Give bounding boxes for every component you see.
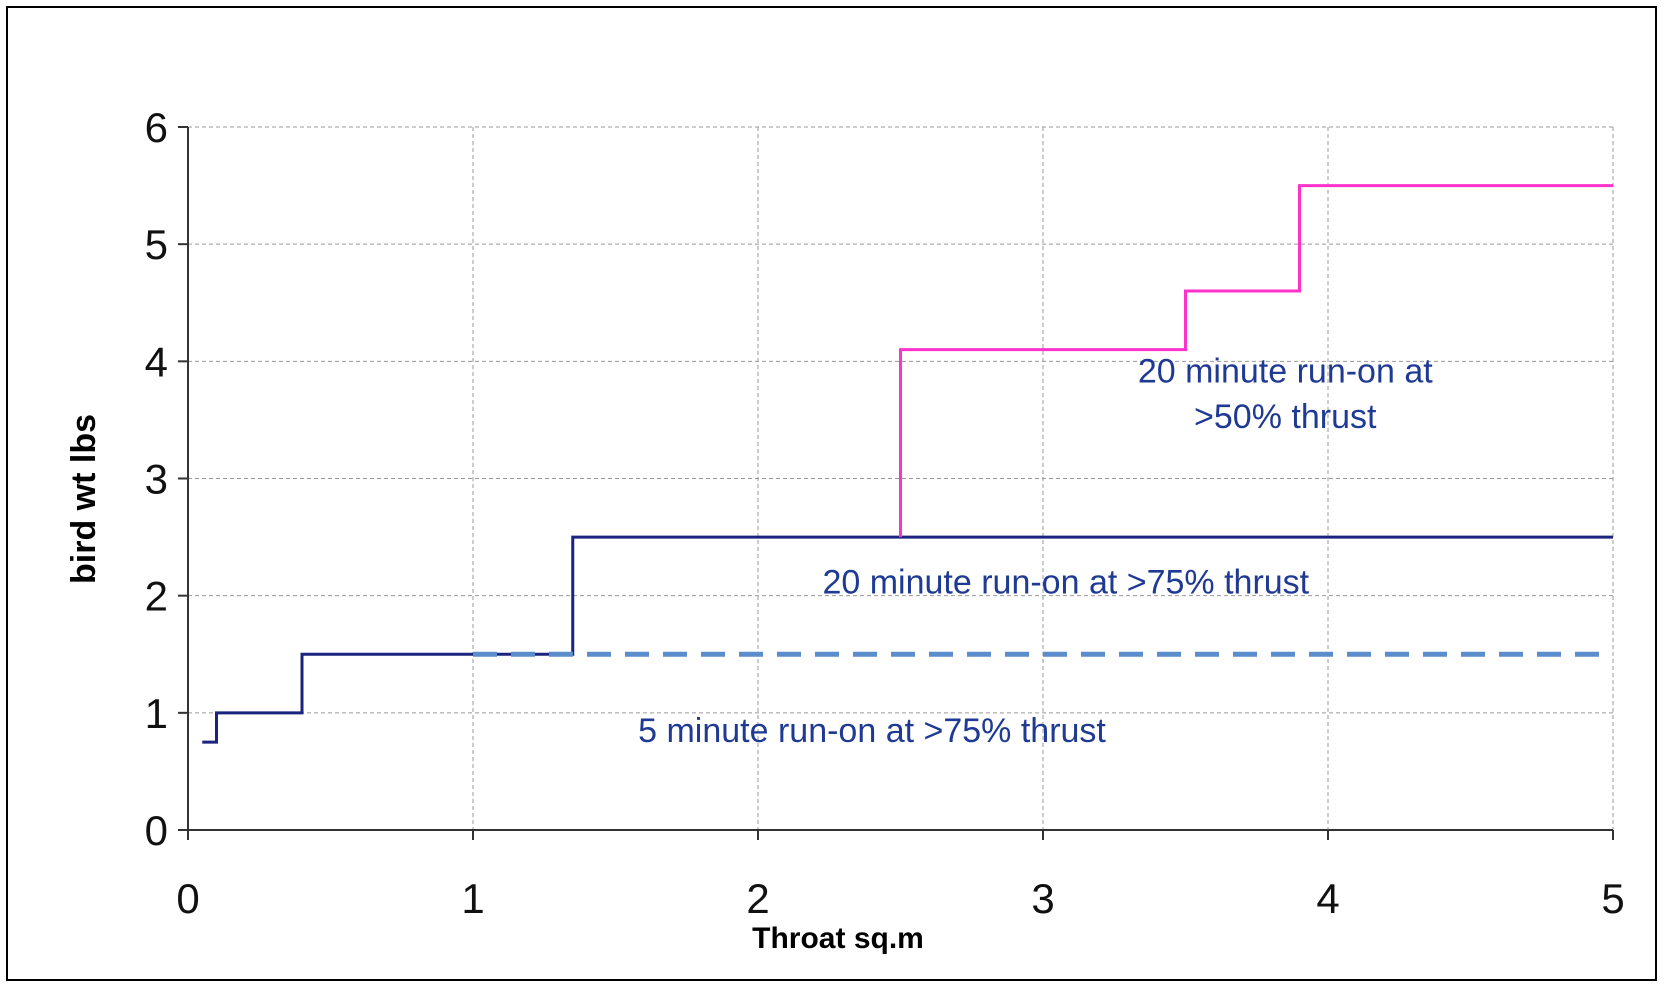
x-tick-label: 3: [1031, 875, 1054, 922]
annotation-2: >50% thrust: [1194, 398, 1377, 436]
y-tick-label: 1: [145, 690, 168, 737]
y-tick-label: 5: [145, 221, 168, 268]
annotation-4: 5 minute run-on at >75% thrust: [638, 712, 1106, 750]
annotation-1: 20 minute run-on at: [1138, 352, 1433, 390]
y-tick-label: 3: [145, 456, 168, 503]
grid: [188, 126, 1614, 830]
x-tick-label: 0: [176, 875, 199, 922]
ticks: 0 1 2 3 4 5 0 1 2 3 4 5 6: [145, 104, 1625, 922]
y-axis-label: bird wt lbs: [65, 414, 103, 584]
annotation-3: 20 minute run-on at >75% thrust: [822, 563, 1309, 601]
y-tick-label: 2: [145, 573, 168, 620]
chart-frame: [6, 6, 1657, 981]
x-tick-label: 1: [461, 875, 484, 922]
x-axis-label: Throat sq.m: [752, 922, 924, 955]
x-tick-label: 5: [1601, 875, 1624, 922]
series-line-2: [899, 184, 1613, 538]
annotations: 20 minute run-on at >50% thrust 20 minute …: [638, 352, 1433, 750]
x-tick-label: 2: [746, 875, 769, 922]
series: [202, 184, 1613, 744]
y-tick-label: 4: [145, 338, 168, 385]
y-tick-label: 0: [145, 807, 168, 854]
x-tick-label: 4: [1316, 875, 1339, 922]
series-line-1: [202, 535, 1613, 744]
y-tick-label: 6: [145, 104, 168, 151]
